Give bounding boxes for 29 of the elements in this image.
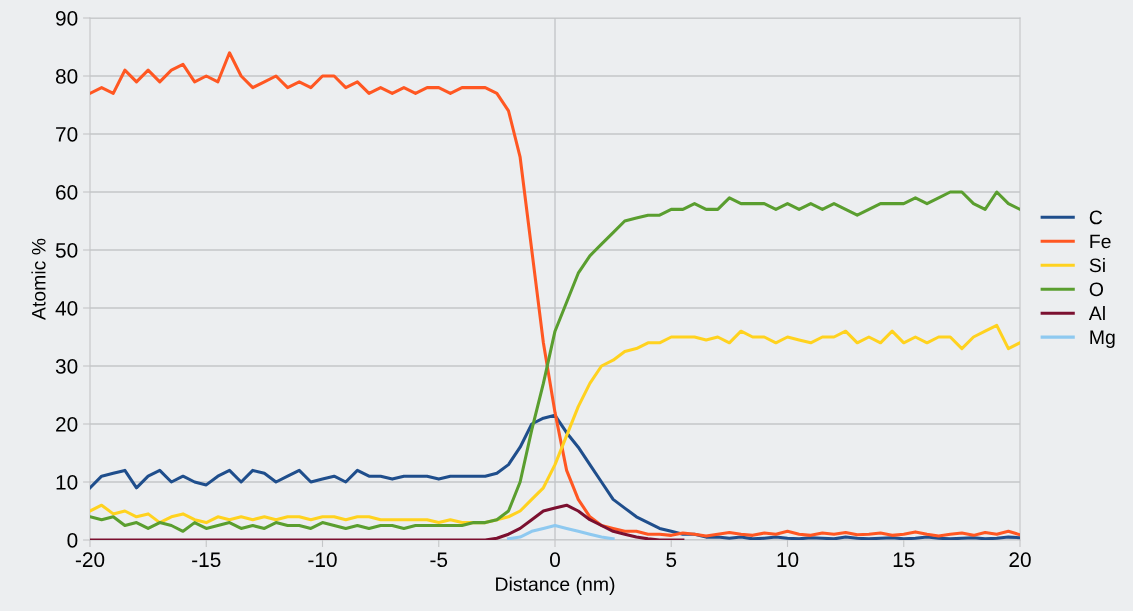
- legend-label: Fe: [1090, 234, 1111, 249]
- legend-label: Mg: [1090, 330, 1115, 348]
- y-tick-label: 80: [55, 69, 78, 84]
- line-series: [90, 503, 685, 540]
- y-tick-label: 60: [56, 185, 78, 200]
- x-tick-label: -20: [75, 552, 105, 568]
- y-tick-label: 40: [55, 301, 78, 316]
- legend-label: O: [1089, 282, 1104, 297]
- y-tick-label: 10: [56, 475, 78, 490]
- y-tick-label: 70: [56, 127, 78, 142]
- y-axis-title: Atomic %: [31, 238, 46, 321]
- legend-label: C: [1089, 210, 1103, 225]
- x-tick-label: 20: [1009, 552, 1031, 568]
- x-tick-label: -10: [308, 552, 337, 568]
- x-tick-label: 0: [550, 552, 560, 568]
- x-tick-label: 5: [666, 552, 677, 568]
- legend-label: Si: [1089, 257, 1105, 273]
- y-tick-label: 20: [56, 417, 78, 432]
- y-tick-label: 90: [56, 11, 78, 26]
- x-tick-label: 15: [893, 552, 915, 568]
- y-tick-label: 0: [67, 533, 78, 548]
- y-tick-label: 50: [55, 243, 78, 258]
- x-tick-label: -15: [192, 552, 221, 568]
- x-tick-label: -5: [430, 552, 448, 568]
- y-tick-label: 30: [55, 359, 78, 374]
- x-tick-label: 10: [777, 552, 799, 568]
- line-series: [506, 523, 615, 540]
- legend-label: Al: [1088, 305, 1105, 320]
- x-axis-title: Distance (nm): [496, 576, 615, 595]
